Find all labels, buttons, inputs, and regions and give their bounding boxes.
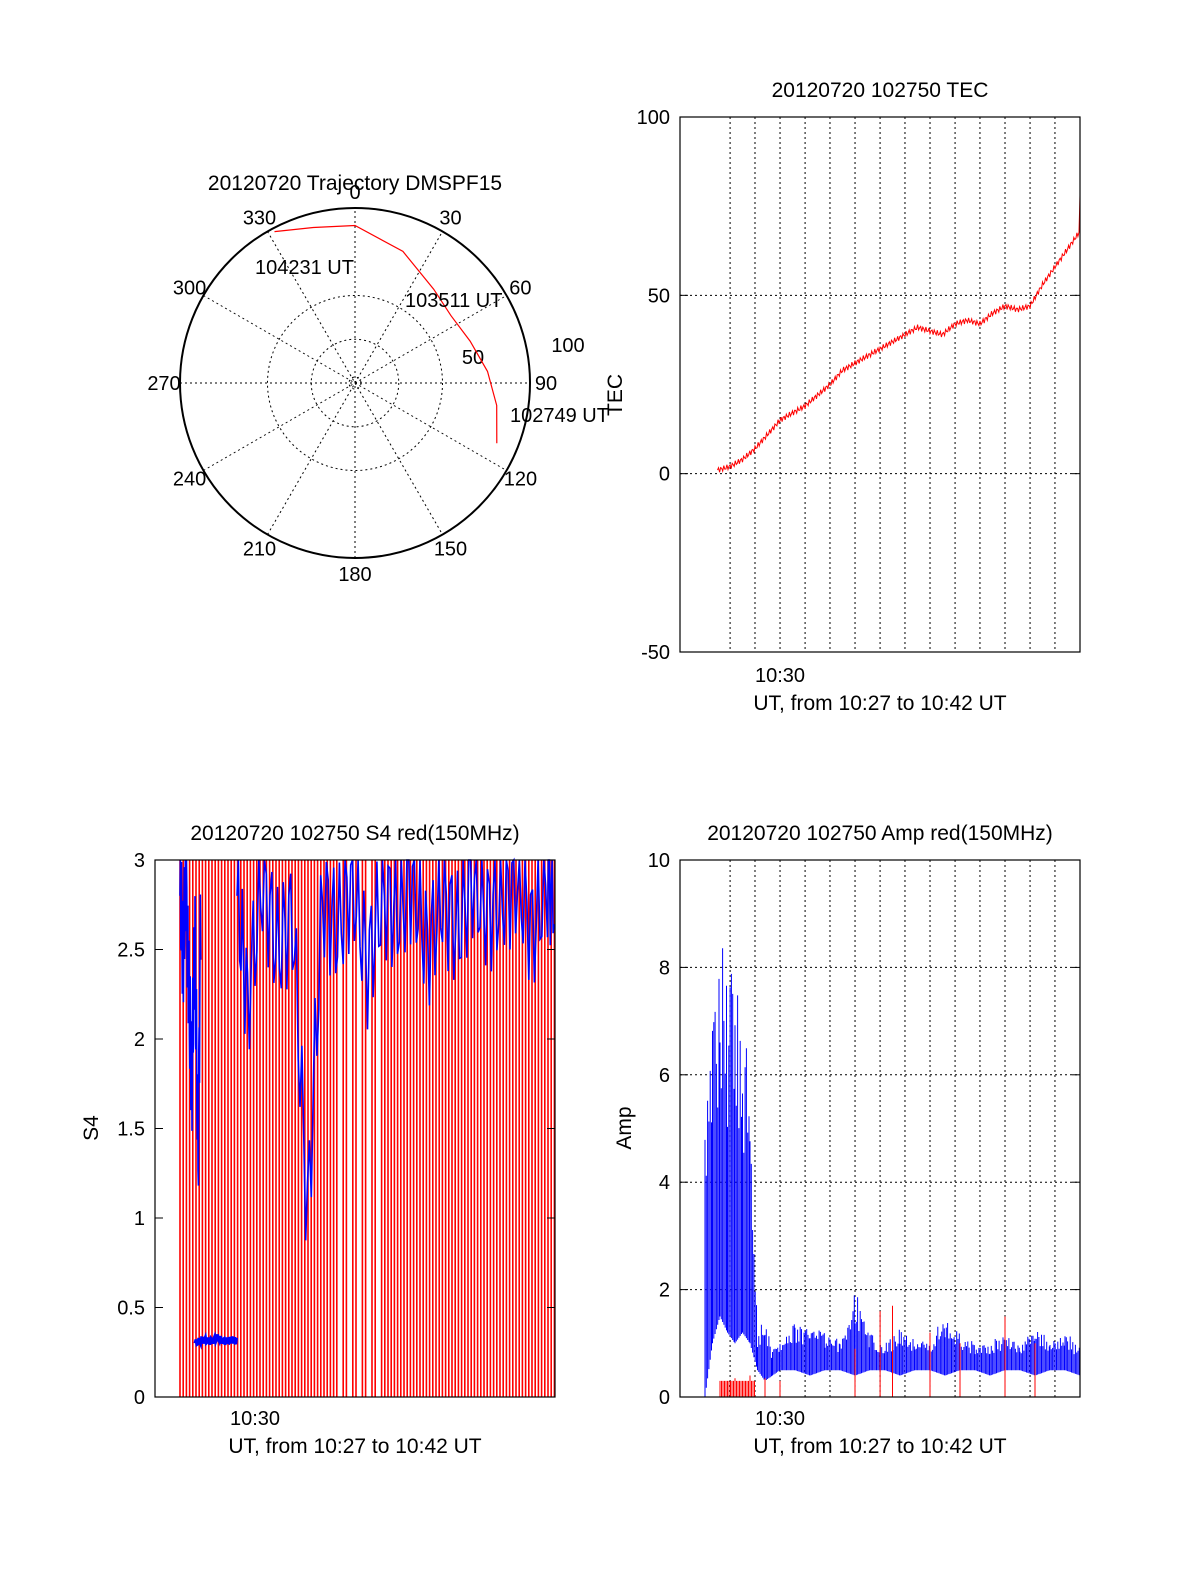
amp-title: 20120720 102750 Amp red(150MHz) [707,822,1053,845]
tec-y-axis-label: TEC [604,374,627,416]
polar-azimuth-label: 300 [173,278,206,300]
polar-radial-label: 50 [462,347,484,369]
tec-x-tick-label: 10:30 [755,665,805,687]
polar-time-annotation: 102749 UT [510,405,609,427]
y-tick-label: 10 [648,850,670,872]
y-tick-label: 6 [659,1065,670,1087]
tec-title: 20120720 102750 TEC [772,79,989,102]
amp-plot-frame [679,859,1081,1398]
polar-azimuth-label: 120 [504,469,537,491]
s4-x-axis-label: UT, from 10:27 to 10:42 UT [228,1435,481,1458]
tec-series-line [717,195,1081,473]
polar-spoke [267,231,443,535]
y-tick-label: 100 [637,107,670,129]
y-tick-label: 2.5 [117,940,145,962]
y-tick-label: 0 [659,1387,670,1409]
amp-x-axis-label: UT, from 10:27 to 10:42 UT [753,1435,1006,1458]
polar-azimuth-label: 240 [173,469,206,491]
polar-azimuth-label: 150 [434,538,467,560]
y-tick-label: 4 [659,1172,670,1194]
y-tick-label: 0.5 [117,1298,145,1320]
y-tick-label: 3 [134,850,145,872]
amp-y-axis-label: Amp [613,1106,636,1149]
polar-azimuth-label: 210 [243,538,276,560]
s4-blue-series [193,1330,238,1350]
polar-mid-circle [267,295,443,471]
y-tick-label: 0 [659,464,670,486]
s4-blue-series [179,859,202,1186]
y-tick-label: 8 [659,957,670,979]
y-tick-label: 2 [134,1029,145,1051]
polar-azimuth-label: 330 [243,208,276,230]
polar-trajectory-panel: 20120720 Trajectory DMSPF15 0 30 60 90 120 15… [147,172,609,586]
polar-title: 20120720 Trajectory DMSPF15 [208,172,502,195]
polar-azimuth-label: 90 [535,373,557,395]
polar-azimuth-label: 270 [147,373,180,395]
s4-y-axis-label: S4 [80,1115,103,1141]
polar-azimuth-label: 180 [338,564,371,586]
tec-plot-frame [679,116,1081,653]
tec-x-axis-label: UT, from 10:27 to 10:42 UT [753,692,1006,715]
polar-azimuth-label: 60 [509,278,531,300]
amp-red-series [719,1305,1036,1397]
y-tick-label: 1.5 [117,1119,145,1141]
amp-blue-series [704,948,1080,1397]
y-tick-label: 0 [134,1387,145,1409]
y-tick-label: -50 [641,642,670,664]
amp-panel: 20120720 102750 Amp red(150MHz) 1086420 … [613,822,1081,1458]
polar-time-annotation: 103511 UT [405,290,502,312]
s4-x-tick-label: 10:30 [230,1408,280,1430]
polar-radial-label: 100 [551,335,584,357]
polar-time-annotation: 104231 UT [255,257,354,279]
s4-blue-series [236,857,555,1241]
y-tick-label: 50 [648,285,670,307]
s4-title: 20120720 102750 S4 red(150MHz) [190,822,519,845]
polar-azimuth-label: 30 [439,208,461,230]
y-tick-label: 2 [659,1280,670,1302]
polar-inner-circle [310,338,400,428]
y-tick-label: 1 [134,1208,145,1230]
polar-trajectory-line [274,224,498,444]
tec-panel: 20120720 102750 TEC 100 50 0 -50 10:30 UT, … [604,79,1081,715]
polar-azimuth-label: 0 [349,182,360,204]
s4-red-series [179,860,556,1397]
s4-panel: 20120720 102750 S4 red(150MHz) 3 2.5 2 1.5 1… [80,822,556,1458]
amp-x-tick-label: 10:30 [755,1408,805,1430]
